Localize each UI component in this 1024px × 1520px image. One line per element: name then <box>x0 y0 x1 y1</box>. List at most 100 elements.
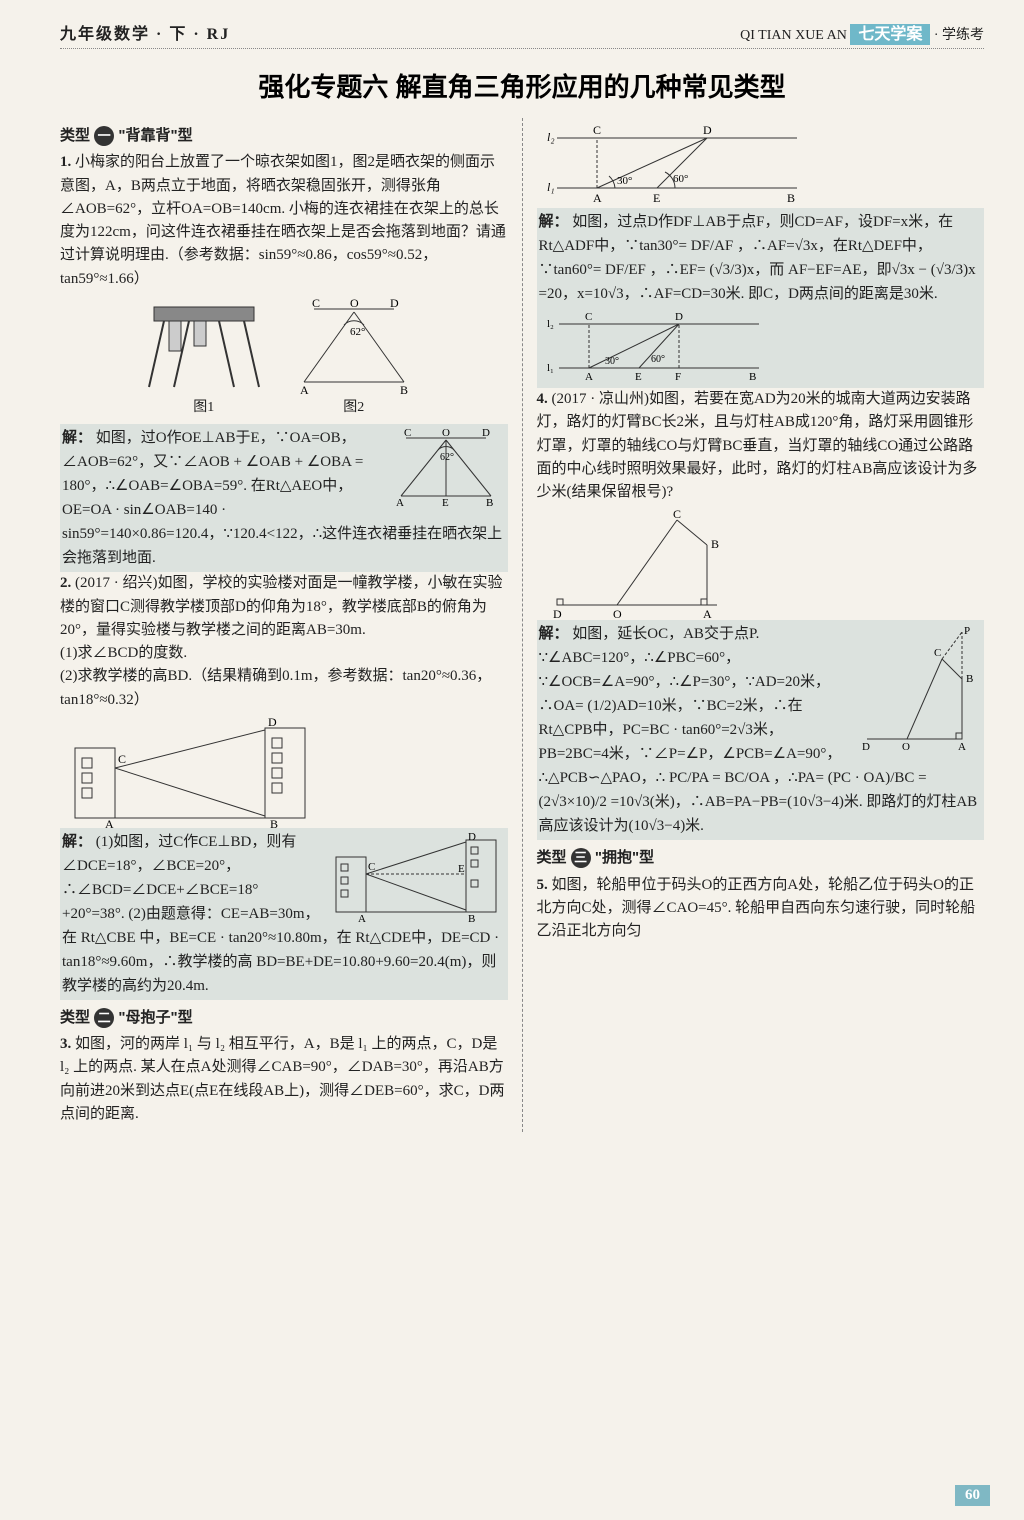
right-column: 30° 60° l₂ l₁ C D A E B 解： 如图，过点D作DF⊥AB于… <box>537 118 985 1132</box>
p2-sol-figure-icon: C D E A B <box>326 832 506 922</box>
type-1-name: "背靠背"型 <box>118 127 192 144</box>
svg-text:A: A <box>585 371 593 383</box>
svg-text:A: A <box>958 741 966 753</box>
fig2-label: 图2 <box>284 397 424 419</box>
problem-2: 2. (2017 · 绍兴)如图，学校的实验楼对面是一幢教学楼，小敏在实验楼的窗… <box>60 572 508 712</box>
svg-text:B: B <box>270 817 278 828</box>
svg-text:P: P <box>964 625 970 637</box>
problem-3-text: 如图，河的两岸 l₁ 与 l₂ 相互平行，A，B是 l₁ 上的两点，C，D是 l… <box>60 1036 504 1122</box>
problem-1: 1. 小梅家的阳台上放置了一个晾衣架如图1，图2是晒衣架的侧面示意图，A，B两点… <box>60 151 508 291</box>
svg-text:E: E <box>635 371 642 383</box>
problem-1-solution: 62° A E B C O D 解： 如图，过O作OE⊥AB于E，∵OA=OB，… <box>60 424 508 572</box>
svg-text:A: A <box>396 497 404 508</box>
svg-text:O: O <box>613 607 622 620</box>
svg-text:O: O <box>442 428 450 439</box>
problem-3-num: 3. <box>60 1036 71 1052</box>
page-header: 九年级数学 · 下 · RJ QI TIAN XUE AN 七天学案 · 学练考 <box>60 20 984 49</box>
problem-3: 3. 如图，河的两岸 l₁ 与 l₂ 相互平行，A，B是 l₁ 上的两点，C，D… <box>60 1033 508 1126</box>
type-3-label: 类型 <box>537 849 567 866</box>
problem-5: 5. 如图，轮船甲位于码头O的正西方向A处，轮船乙位于码头O的正北方向C处，测得… <box>537 874 985 944</box>
svg-text:D: D <box>862 741 870 753</box>
svg-text:O: O <box>902 741 910 753</box>
svg-text:C: C <box>118 752 126 766</box>
problem-1-num: 1. <box>60 154 71 170</box>
problem-2-q1: (1)求∠BCD的度数. <box>60 642 508 665</box>
svg-text:O: O <box>350 297 359 310</box>
svg-text:l₂: l₂ <box>547 318 554 330</box>
svg-text:30°: 30° <box>617 175 632 187</box>
p4-figure-icon: D O A B C <box>537 510 737 620</box>
svg-text:l₂: l₂ <box>547 130 555 144</box>
svg-text:B: B <box>749 371 756 383</box>
svg-text:A: A <box>105 817 114 828</box>
type-2-name: "母抱子"型 <box>118 1009 192 1026</box>
type-3-header: 类型 三 "拥抱"型 <box>537 846 985 869</box>
page-title: 强化专题六 解直角三角形应用的几种常见类型 <box>60 67 984 104</box>
header-brand: 七天学案 <box>850 24 930 45</box>
type-2-label: 类型 <box>60 1009 90 1026</box>
svg-text:60°: 60° <box>673 173 688 185</box>
left-column: 类型 一 "背靠背"型 1. 小梅家的阳台上放置了一个晾衣架如图1，图2是晒衣架… <box>60 118 508 1132</box>
type-1-label: 类型 <box>60 127 90 144</box>
problem-2-text: (2017 · 绍兴)如图，学校的实验楼对面是一幢教学楼，小敏在实验楼的窗口C测… <box>60 575 503 638</box>
type-2-badge: 二 <box>94 1008 114 1028</box>
svg-text:D: D <box>553 607 562 620</box>
svg-text:B: B <box>468 913 475 922</box>
header-left: 九年级数学 · 下 · RJ <box>60 20 230 44</box>
svg-text:B: B <box>400 383 408 397</box>
svg-text:A: A <box>593 191 602 205</box>
svg-text:E: E <box>458 863 465 875</box>
svg-text:B: B <box>966 673 973 685</box>
svg-text:D: D <box>268 718 277 729</box>
problem-4: 4. (2017 · 凉山州)如图，若要在宽AD为20米的城南大道两边安装路灯，… <box>537 388 985 504</box>
header-right: QI TIAN XUE AN 七天学案 · 学练考 <box>740 20 984 44</box>
svg-text:62°: 62° <box>440 452 454 463</box>
column-divider <box>522 118 523 1132</box>
svg-text:D: D <box>390 297 399 310</box>
problem-4-solution: D O A B C P 解： 如图，延长OC，AB交于点P. ∵∠ABC=120… <box>537 620 985 840</box>
svg-text:E: E <box>653 191 660 205</box>
svg-text:C: C <box>404 428 411 439</box>
header-pinyin: QI TIAN XUE AN <box>740 28 847 43</box>
svg-text:D: D <box>468 832 476 843</box>
problem-5-text: 如图，轮船甲位于码头O的正西方向A处，轮船乙位于码头O的正北方向C处，测得∠CA… <box>537 877 976 940</box>
problem-4-num: 4. <box>537 391 548 407</box>
svg-text:C: C <box>585 311 592 323</box>
svg-text:l₁: l₁ <box>547 180 555 194</box>
svg-text:B: B <box>486 497 493 508</box>
p3-sol-figure-icon: 30° 60° l₂ l₁ C D A E F B <box>539 306 779 386</box>
problem-2-solution: C D E A B 解： (1)如图，过C作CE⊥BD，则有∠DCE=18°，∠… <box>60 828 508 1000</box>
svg-text:B: B <box>787 191 795 205</box>
figure-2-triangle-icon: 62° A B C O D <box>284 297 424 397</box>
svg-text:60°: 60° <box>651 354 665 365</box>
svg-text:D: D <box>482 428 490 439</box>
svg-text:C: C <box>673 510 681 521</box>
svg-text:C: C <box>934 647 941 659</box>
type-2-header: 类型 二 "母抱子"型 <box>60 1006 508 1029</box>
svg-text:C: C <box>593 123 601 137</box>
problem-4-text: (2017 · 凉山州)如图，若要在宽AD为20米的城南大道两边安装路灯，路灯的… <box>537 391 978 500</box>
p1-sol-prefix: 解： <box>62 430 92 446</box>
p4-sol-prefix: 解： <box>539 626 569 642</box>
svg-text:30°: 30° <box>605 356 619 367</box>
p2-sol-prefix: 解： <box>62 834 92 850</box>
problem-2-q2: (2)求教学楼的高BD.（结果精确到0.1m，参考数据：tan20°≈0.36，… <box>60 665 508 712</box>
type-3-name: "拥抱"型 <box>595 849 654 866</box>
problem-5-num: 5. <box>537 877 548 893</box>
p3-figure-icon: 30° 60° l₂ l₁ C D A E B <box>537 118 817 208</box>
problem-3-solution: 解： 如图，过点D作DF⊥AB于点F，则CD=AF，设DF=x米，在Rt△ADF… <box>537 208 985 388</box>
figure-1-rack-icon <box>144 297 264 397</box>
svg-text:A: A <box>703 607 712 620</box>
svg-text:l₁: l₁ <box>547 362 554 374</box>
p3-sol-text: 如图，过点D作DF⊥AB于点F，则CD=AF，设DF=x米，在Rt△ADF中，∵… <box>539 214 976 302</box>
svg-text:A: A <box>358 913 366 922</box>
svg-text:B: B <box>711 537 719 551</box>
type-1-header: 类型 一 "背靠背"型 <box>60 124 508 147</box>
type-3-badge: 三 <box>571 848 591 868</box>
problem-1-figures: 图1 62° A B C O D <box>60 297 508 419</box>
p4-sol-figure-icon: D O A B C P <box>852 624 982 754</box>
svg-text:F: F <box>675 371 681 383</box>
p2-figure-icon: C D A B <box>60 718 320 828</box>
svg-text:A: A <box>300 383 309 397</box>
p1-sol-figure-icon: 62° A E B C O D <box>386 428 506 508</box>
